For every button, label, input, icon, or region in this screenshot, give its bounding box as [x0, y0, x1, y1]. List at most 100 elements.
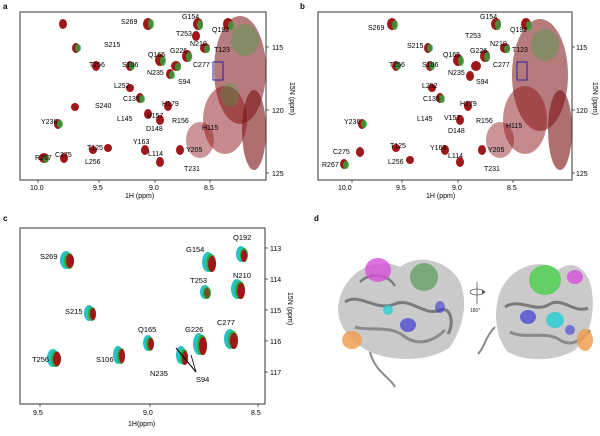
panel-a-y-ticks: 115 120 125 15N (ppm)	[266, 45, 295, 178]
x-tick-label: 9.0	[143, 410, 153, 417]
panel-b-y-ticks: 115 120 125 15N (ppm)	[572, 45, 598, 178]
y-axis-label: 15N (ppm)	[286, 292, 293, 325]
residue-label: D148	[448, 128, 465, 135]
y-tick-label: 114	[270, 277, 281, 284]
panel-c-peaks	[47, 246, 248, 373]
panel-a: a	[0, 0, 300, 200]
residue-label: C275	[55, 152, 72, 159]
residue-label: S215	[104, 42, 120, 49]
panel-b-peak-cloud	[486, 19, 572, 170]
residue-label: L114	[448, 153, 463, 160]
residue-label: S215	[407, 43, 423, 50]
residue-label: Y236	[41, 119, 57, 126]
residue-label: T125	[390, 143, 406, 150]
panel-c: c S269 G154 Q192 T253 N210 S215 Q165	[0, 212, 300, 431]
residue-label: C277	[217, 318, 235, 327]
residue-label: D148	[146, 126, 163, 133]
residue-label: N235	[448, 70, 465, 77]
residue-label: R156	[172, 118, 189, 125]
residue-label: S215	[65, 307, 83, 316]
residue-label: T256	[389, 62, 405, 69]
residue-label: Q165	[138, 325, 156, 334]
residue-label: S269	[121, 19, 137, 26]
residue-label: S240	[95, 103, 111, 110]
residue-label: Q192	[510, 27, 527, 34]
residue-label: Q165	[148, 52, 165, 59]
y-tick-label: 117	[270, 370, 281, 377]
residue-label: L252	[422, 83, 438, 90]
residue-label: L252	[114, 83, 130, 90]
residue-label: C135	[423, 96, 440, 103]
residue-label: T253	[465, 33, 481, 40]
panel-b-x-ticks: 10.0 9.5 9.0 8.5 1H (ppm)	[338, 180, 517, 200]
residue-label: G226	[170, 48, 187, 55]
rotation-label: 180°	[470, 308, 480, 314]
x-tick-label: 10.0	[338, 185, 352, 192]
x-axis-label: 1H (ppm)	[426, 193, 455, 200]
panel-d-structures: 180°	[338, 258, 593, 388]
residue-label: N235	[147, 70, 164, 77]
panel-c-x-ticks: 9.5 9.0 8.5 1H(ppm)	[33, 404, 261, 428]
panel-b-residue-labels: S269 G154 Q192 S215 N210 T123 T253 Q165 …	[322, 14, 528, 173]
residue-label: S94	[476, 79, 489, 86]
residue-label: Y205	[186, 147, 202, 154]
residue-label: N210	[190, 41, 207, 48]
x-tick-label: 10.0	[30, 185, 44, 192]
panel-c-label: c	[3, 214, 8, 223]
y-axis-label: 15N (ppm)	[288, 82, 295, 115]
residue-label: G154	[186, 245, 204, 254]
panel-b-label: b	[300, 2, 305, 11]
y-tick-label: 120	[576, 108, 588, 115]
residue-label: G226	[185, 325, 203, 334]
y-axis-label: 15N (ppm)	[591, 82, 598, 115]
rotation-arrow-icon	[469, 282, 486, 304]
residue-label: S94	[196, 375, 209, 384]
residue-label: C135	[123, 96, 140, 103]
residue-label: Q192	[212, 27, 229, 34]
residue-label: Q165	[443, 52, 460, 59]
residue-label: Q192	[233, 233, 251, 242]
residue-label: L256	[85, 159, 101, 166]
panel-c-spectrum: S269 G154 Q192 T253 N210 S215 Q165 G226 …	[19, 227, 293, 428]
panel-c-y-ticks: 113 114 115 116 117 15N (ppm)	[265, 246, 293, 377]
residue-label: H115	[202, 125, 218, 132]
residue-label: T253	[190, 276, 207, 285]
residue-label: S106	[422, 62, 438, 69]
residue-label: T231	[184, 166, 200, 173]
residue-label: T231	[484, 166, 500, 173]
residue-label: H179	[162, 101, 179, 108]
residue-label: C277	[493, 62, 510, 69]
x-tick-label: 8.5	[507, 185, 517, 192]
residue-label: H179	[460, 101, 477, 108]
residue-label: L145	[117, 116, 133, 123]
residue-label: T123	[512, 47, 528, 54]
residue-label: Y163	[133, 139, 149, 146]
residue-label: S269	[368, 25, 384, 32]
residue-label: T123	[214, 47, 230, 54]
y-tick-label: 125	[272, 171, 284, 178]
residue-label: T256	[89, 62, 105, 69]
residue-label: N210	[490, 41, 507, 48]
panel-d: d 180°	[300, 212, 600, 431]
residue-label: Y163	[430, 145, 446, 152]
residue-label: T253	[176, 31, 192, 38]
panel-b-peaks	[340, 18, 532, 169]
protein-structure-right	[477, 264, 593, 360]
residue-label: T125	[87, 145, 103, 152]
residue-label: V157	[147, 113, 163, 120]
x-tick-label: 9.0	[149, 185, 159, 192]
panel-a-residue-labels: S269 G154 Q192 S215 N210 T123 T253 Q165 …	[35, 14, 230, 173]
x-tick-label: 8.5	[204, 185, 214, 192]
residue-label: S94	[178, 79, 191, 86]
y-tick-label: 125	[576, 171, 588, 178]
residue-label: R267	[322, 162, 339, 169]
y-tick-label: 115	[270, 308, 281, 315]
residue-label: S106	[96, 355, 114, 364]
residue-label: G226	[470, 48, 487, 55]
x-tick-label: 9.0	[452, 185, 462, 192]
residue-label: Y205	[488, 147, 504, 154]
y-tick-label: 120	[272, 108, 284, 115]
residue-label: L145	[417, 116, 433, 123]
x-tick-label: 9.5	[93, 185, 103, 192]
panel-a-spectrum: S269 G154 Q192 S215 N210 T123 T253 Q165 …	[19, 11, 295, 200]
